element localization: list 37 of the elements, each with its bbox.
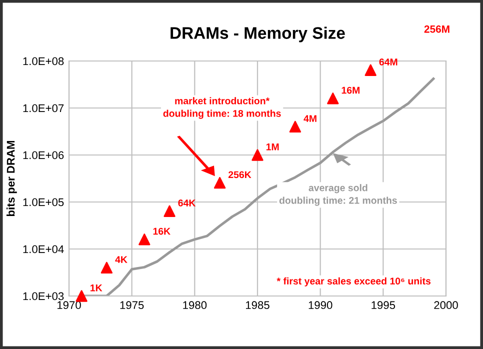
x-tick-label: 1995 bbox=[372, 301, 396, 310]
data-label: 64K bbox=[178, 200, 196, 206]
point bbox=[76, 290, 88, 302]
point bbox=[252, 149, 264, 161]
point bbox=[289, 120, 302, 133]
y-tick-label: 1.0E+06 bbox=[23, 151, 64, 160]
x-tick-label: 1990 bbox=[308, 301, 332, 310]
y-tick-label: 1.0E+07 bbox=[23, 104, 64, 112]
data-label: 4M bbox=[304, 115, 316, 122]
point bbox=[364, 64, 376, 76]
point bbox=[214, 176, 226, 189]
data-label: 64M bbox=[379, 58, 398, 66]
data-label: 1M bbox=[266, 144, 279, 150]
point bbox=[164, 205, 176, 217]
data-label: 16K bbox=[153, 228, 170, 235]
x-tick-label: 1975 bbox=[120, 301, 144, 310]
point bbox=[327, 92, 339, 104]
data-label: 16M bbox=[342, 86, 360, 94]
annotation: * first year sales exceed 10⁶ units bbox=[276, 277, 431, 286]
y-tick-label: 1.0E+04 bbox=[23, 245, 64, 254]
y-tick-label: 1.0E+03 bbox=[23, 292, 64, 300]
y-tick-label: 1.0E+08 bbox=[23, 57, 64, 66]
point bbox=[138, 234, 150, 246]
point bbox=[100, 262, 113, 274]
data-label: 4K bbox=[115, 256, 128, 263]
x-tick-label: 1970 bbox=[57, 301, 81, 310]
annotation: market introduction* doubling time: 18 months bbox=[163, 97, 281, 119]
x-tick-label: 1980 bbox=[183, 301, 207, 310]
data-label: 1K bbox=[90, 284, 102, 292]
annotation: average sold doubling time: 21 months bbox=[279, 184, 397, 206]
text: 256M bbox=[424, 25, 450, 33]
y-axis-title: bits per DRAM bbox=[6, 140, 17, 216]
y-tick-label: 1.0E+05 bbox=[23, 198, 64, 206]
data-label: 256K bbox=[228, 171, 252, 178]
chart-title: DRAMs - Memory Size bbox=[170, 26, 345, 42]
x-tick-label: 1985 bbox=[246, 301, 270, 310]
x-tick-label: 2000 bbox=[434, 301, 458, 310]
